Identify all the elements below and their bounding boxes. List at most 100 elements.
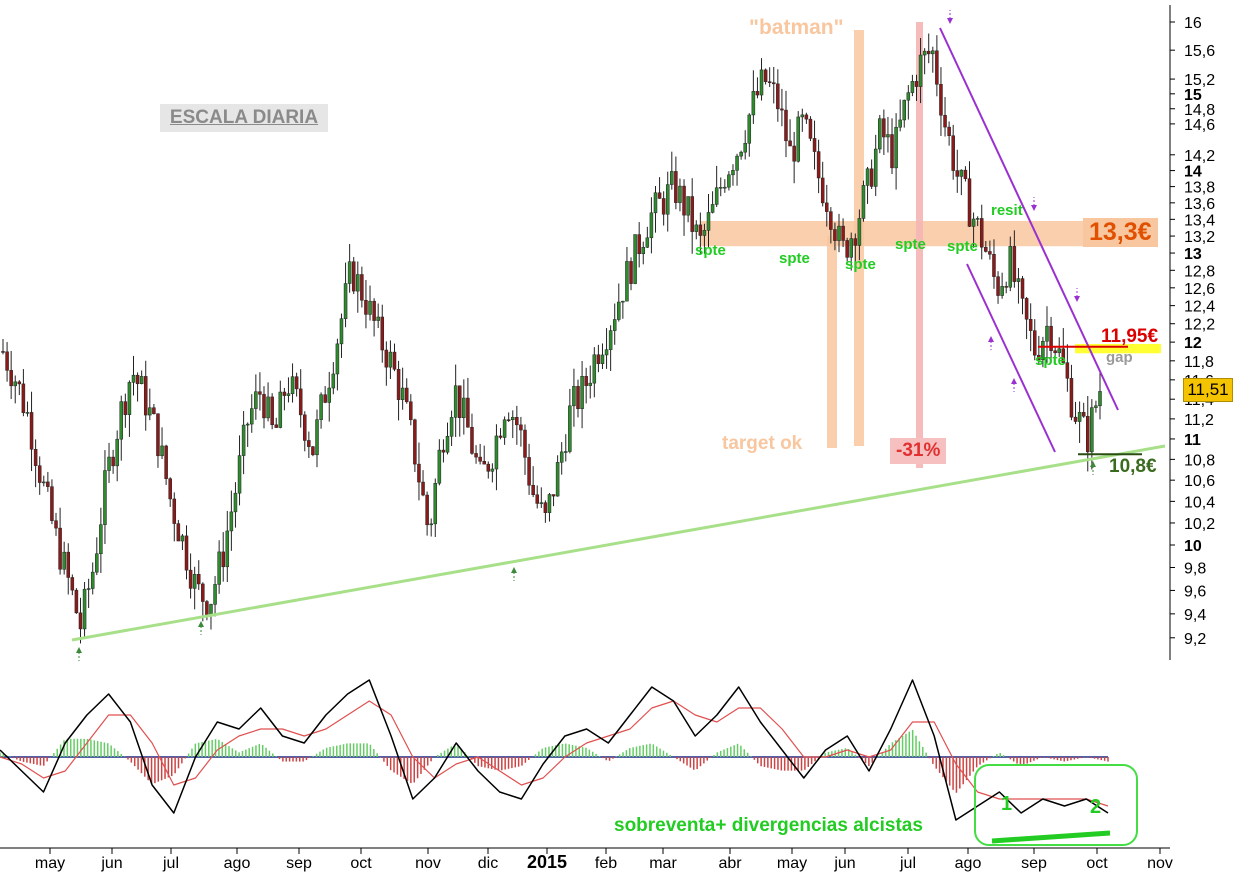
candle-body xyxy=(767,81,772,83)
candle-body xyxy=(160,445,164,457)
price-tick-label: 13,6 xyxy=(1184,196,1215,213)
candle-body xyxy=(547,494,552,513)
candle-body xyxy=(882,118,886,138)
oscillator-point-1: 1 xyxy=(1001,793,1013,815)
candle-body xyxy=(400,387,405,400)
price-tick-label: 12,4 xyxy=(1184,299,1215,316)
price-tick-label: 14 xyxy=(1184,164,1202,181)
candle-body xyxy=(490,468,495,472)
candle-body xyxy=(184,535,189,571)
price-tick-label: 10,2 xyxy=(1184,516,1215,533)
candle-body xyxy=(564,451,568,453)
candle-body xyxy=(588,382,592,386)
candle-body xyxy=(857,218,862,246)
time-tick-label: oct xyxy=(350,855,372,872)
candle-body xyxy=(955,170,960,177)
candle-body xyxy=(653,192,658,214)
price-tick-label: 9,4 xyxy=(1184,607,1206,624)
candle-body xyxy=(910,81,915,93)
price-tick-label: 10,6 xyxy=(1184,473,1215,490)
candle-body xyxy=(262,394,266,419)
candle-body xyxy=(918,54,923,87)
candle-body xyxy=(254,391,258,409)
candle-body xyxy=(99,524,103,554)
candle-body xyxy=(58,527,62,570)
price-tick-label: 15,2 xyxy=(1184,72,1215,89)
candle-body xyxy=(425,494,429,526)
candle-body xyxy=(46,481,50,487)
candle-body xyxy=(943,114,947,128)
candle-body xyxy=(670,171,674,185)
candle-body xyxy=(323,394,327,403)
candle-body xyxy=(759,69,764,96)
candle-body xyxy=(511,417,515,420)
time-tick-label: ago xyxy=(955,855,982,872)
candle-body xyxy=(841,225,845,241)
candle-body xyxy=(825,202,829,212)
candle-body xyxy=(992,254,996,277)
candle-body xyxy=(205,601,209,617)
candle-body xyxy=(298,388,303,416)
candle-body xyxy=(315,419,319,456)
candle-body xyxy=(751,91,756,116)
candle-body xyxy=(555,462,560,497)
candle-body xyxy=(421,481,425,496)
candle-body xyxy=(1069,378,1074,418)
candle-body xyxy=(951,135,955,171)
candle-body xyxy=(250,408,254,425)
candle-body xyxy=(837,225,841,241)
candle-body xyxy=(1028,318,1033,331)
last-price-badge: 11,51 xyxy=(1183,378,1233,402)
oscillator-point-2: 2 xyxy=(1090,796,1102,818)
candle-body xyxy=(816,151,821,179)
candle-body xyxy=(196,574,201,585)
candle-body xyxy=(1016,278,1021,282)
candle-body xyxy=(926,50,931,55)
candle-body xyxy=(478,456,482,462)
candle-body xyxy=(1,351,5,353)
price-tick-label: 14,2 xyxy=(1184,148,1215,165)
candle-body xyxy=(1086,416,1090,453)
candle-body xyxy=(115,438,119,467)
candle-body xyxy=(482,461,486,465)
candle-body xyxy=(221,551,225,568)
candlesticks xyxy=(1,33,1102,644)
candle-body xyxy=(111,456,115,467)
candle-body xyxy=(1000,286,1004,296)
candle-body xyxy=(674,171,678,203)
candle-body xyxy=(682,185,686,216)
candle-body xyxy=(584,376,588,386)
candle-body xyxy=(258,391,262,395)
candle-body xyxy=(466,397,470,428)
candle-body xyxy=(13,381,17,387)
support-label-6: spte xyxy=(1035,352,1066,369)
candle-body xyxy=(172,498,177,524)
candle-body xyxy=(351,261,356,292)
candle-body xyxy=(621,300,625,303)
candle-body xyxy=(898,119,902,128)
candle-body xyxy=(319,394,323,420)
candle-body xyxy=(303,414,307,441)
time-tick-label: 2015 xyxy=(527,852,567,872)
price-tick-label: 16 xyxy=(1184,15,1202,32)
channel-arrow-2 xyxy=(1031,205,1037,211)
candle-body xyxy=(347,261,352,284)
candle-body xyxy=(694,224,699,232)
candle-body xyxy=(869,168,874,187)
candle-body xyxy=(417,463,421,483)
candle-body xyxy=(988,251,992,255)
oscillator-panel xyxy=(0,679,1138,846)
oscillator-note: sobreventa+ divergencias alcistas xyxy=(614,815,923,836)
candle-body xyxy=(17,381,22,385)
candle-body xyxy=(1077,412,1082,422)
candle-body xyxy=(731,170,735,176)
candle-body xyxy=(201,583,205,602)
target-vertical-band xyxy=(827,236,837,448)
candle-body xyxy=(523,429,527,458)
candle-body xyxy=(470,427,474,454)
candle-body xyxy=(376,316,380,321)
candle-body xyxy=(649,212,654,239)
price-tick-label: 13,8 xyxy=(1184,180,1215,197)
candle-body xyxy=(131,374,136,383)
candle-body xyxy=(123,401,128,415)
